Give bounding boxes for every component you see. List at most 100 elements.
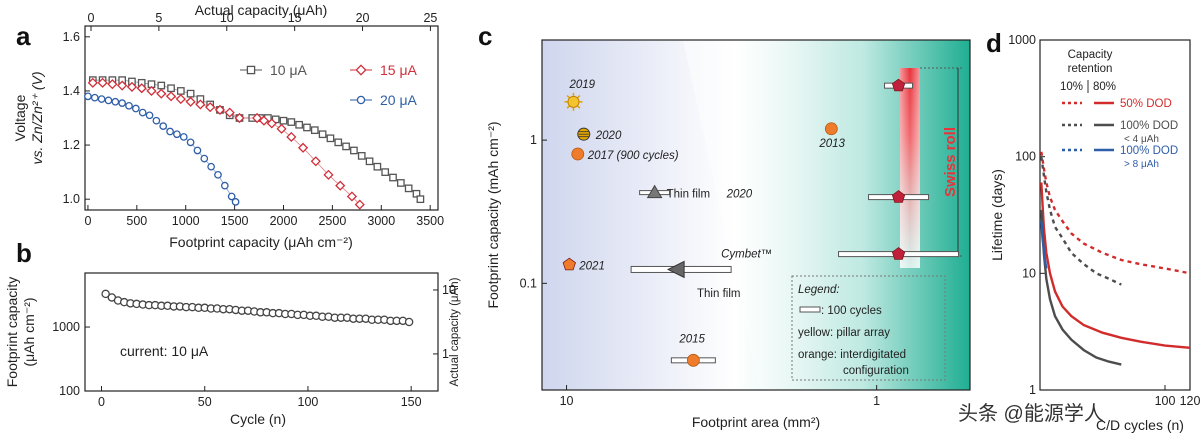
panel-b-frame — [84, 272, 439, 392]
panel-a-data-point — [165, 91, 177, 102]
watermark-text: 头条 @能源学人 — [958, 402, 1104, 425]
panel-a-data-point — [326, 134, 335, 143]
panel-a-data-point — [117, 80, 128, 91]
panel-a-data-point — [310, 126, 319, 135]
panel-a-data-point — [266, 118, 277, 129]
data-point-pentagon — [891, 190, 906, 203]
panel-d-xtick-label: 100 — [1155, 394, 1176, 408]
panel-d-legend-label: 100% DOD — [1120, 120, 1178, 132]
panel-a-data-point — [195, 99, 206, 110]
panel-c-xtick-label: 10 — [560, 394, 574, 408]
data-point-label: 2019 — [568, 79, 595, 91]
panel-a-data-point — [214, 170, 222, 179]
panel-b-x-axis-label: Cycle (n) — [230, 411, 286, 427]
sun-ray — [566, 94, 570, 99]
panel-a-data-point — [157, 81, 166, 90]
panel-a-data-point — [207, 162, 215, 171]
panel-a-data-point — [97, 95, 106, 103]
panel-a-y-label-line1: Voltage — [12, 94, 28, 141]
panel-a-data-point — [166, 127, 174, 136]
panel-a-data-point — [404, 184, 413, 193]
panel-a-data-point — [412, 189, 421, 198]
panel-d-y-axis-label: Lifetime (days) — [989, 169, 1005, 261]
swiss-roll-bar-shading — [900, 68, 920, 268]
panel-c-x-axis-label: Footprint area (mm²) — [692, 414, 820, 430]
panel-a-data-point — [214, 104, 226, 115]
panel-a-data-point — [231, 198, 240, 206]
panel-a-data-point — [342, 142, 350, 151]
panel-d-ytick-label: 1 — [1029, 383, 1036, 397]
panel-a-data-point — [227, 192, 236, 201]
panel-c-legend-title: Legend: — [798, 284, 840, 296]
panel-a: Actual capacity (μAh) Footprint capacity… — [12, 2, 444, 250]
data-point-label: 2020 — [595, 130, 622, 142]
panel-d-legend-sublabel: < 4 μAh — [1124, 134, 1159, 145]
panel-a-data-point — [179, 133, 188, 141]
panel-d-legend-col-1: 80% — [1093, 81, 1116, 93]
legend-cycles-bar — [799, 306, 821, 313]
panel-d-dashed-curve — [1040, 151, 1191, 275]
panel-a-data-point — [303, 123, 311, 132]
panel-b: Cycle (n) Footprint capacity (μAh cm⁻²) … — [4, 272, 461, 427]
panel-a-legend-marker — [246, 65, 256, 75]
data-point-triangle-left — [667, 260, 685, 279]
panel-c-legend-item-3: configuration — [843, 365, 909, 377]
data-point-label: 2021 — [578, 261, 605, 273]
panel-a-data-point — [87, 77, 98, 88]
panel-a-y-label-line2: vs. Zn/Zn²⁺ (V) — [29, 72, 45, 165]
panel-b-right-tick-label: 1 — [442, 347, 449, 361]
panel-b-ytick-label: 1000 — [52, 320, 80, 334]
panel-a-data-point — [279, 116, 288, 125]
panel-a-frame — [84, 25, 439, 211]
panel-b-xtick-label: 50 — [198, 395, 212, 409]
panel-a-series-line — [92, 79, 421, 200]
panel-a-data-point — [159, 122, 168, 130]
panel-c-legend-item-2: orange: interdigitated — [798, 349, 906, 361]
panel-a-data-point — [90, 93, 99, 102]
panel-a-top-tick-label: 5 — [155, 11, 162, 25]
panel-a-ytick-label: 1.6 — [63, 30, 80, 44]
panel-a-data-point — [205, 102, 216, 113]
panel-a-x-axis-label: Footprint capacity (μAh cm⁻²) — [169, 234, 353, 250]
panel-a-ytick-label: 1.4 — [63, 84, 80, 98]
panel-a-xtick-label: 1000 — [172, 214, 200, 228]
panel-a-data-point — [396, 179, 405, 187]
panel-a-data-point — [186, 138, 195, 147]
panel-a-data-point — [252, 112, 263, 124]
sun-ray — [566, 105, 570, 109]
panel-d-label: d — [986, 28, 1002, 58]
panel-b-y-label-line2: (μAh cm⁻²) — [21, 297, 37, 366]
panel-c-xtick-label: 1 — [873, 394, 880, 408]
panel-a-xtick-label: 3500 — [416, 214, 444, 228]
data-point-sun — [567, 95, 580, 108]
panel-a-top-axis-label: Actual capacity (μAh) — [195, 2, 328, 18]
data-point-label: 2020 — [726, 189, 753, 201]
panel-b-right-tick-label: 10 — [442, 283, 456, 297]
panel-a-legend-marker — [355, 64, 367, 76]
data-point-circle — [571, 147, 585, 161]
panel-a-data-point — [346, 191, 358, 202]
sun-ray — [577, 105, 581, 109]
panel-a-top-tick-label: 0 — [88, 11, 95, 25]
panel-a-data-point — [276, 123, 287, 134]
panel-a-data-point — [297, 142, 309, 153]
panel-d-legend-sublabel: > 8 μAh — [1124, 159, 1159, 170]
data-point-pentagon — [891, 78, 906, 92]
panel-c-legend-item-1: yellow: pillar array — [798, 327, 890, 339]
panel-a-data-point — [118, 99, 127, 107]
panel-a-data-point — [173, 130, 181, 139]
panel-b-annotation: current: 10 μA — [120, 343, 209, 359]
panel-a-data-point — [287, 118, 296, 126]
panel-c-y-axis-label: Footprint capacity (mAh cm⁻²) — [485, 121, 501, 308]
panel-a-xtick-label: 3000 — [367, 214, 395, 228]
panel-a-data-point — [131, 104, 140, 113]
panel-b-ytick-label: 100 — [59, 384, 80, 398]
panel-d-ytick-label: 100 — [1015, 150, 1036, 164]
panel-a-data-point — [186, 89, 195, 98]
panel-a-data-point — [416, 195, 425, 204]
panel-d-ytick-label: 10 — [1022, 266, 1036, 280]
panel-a-data-point — [185, 96, 196, 107]
panel-a-data-point — [381, 168, 390, 176]
panel-c-legend-box — [791, 275, 946, 381]
